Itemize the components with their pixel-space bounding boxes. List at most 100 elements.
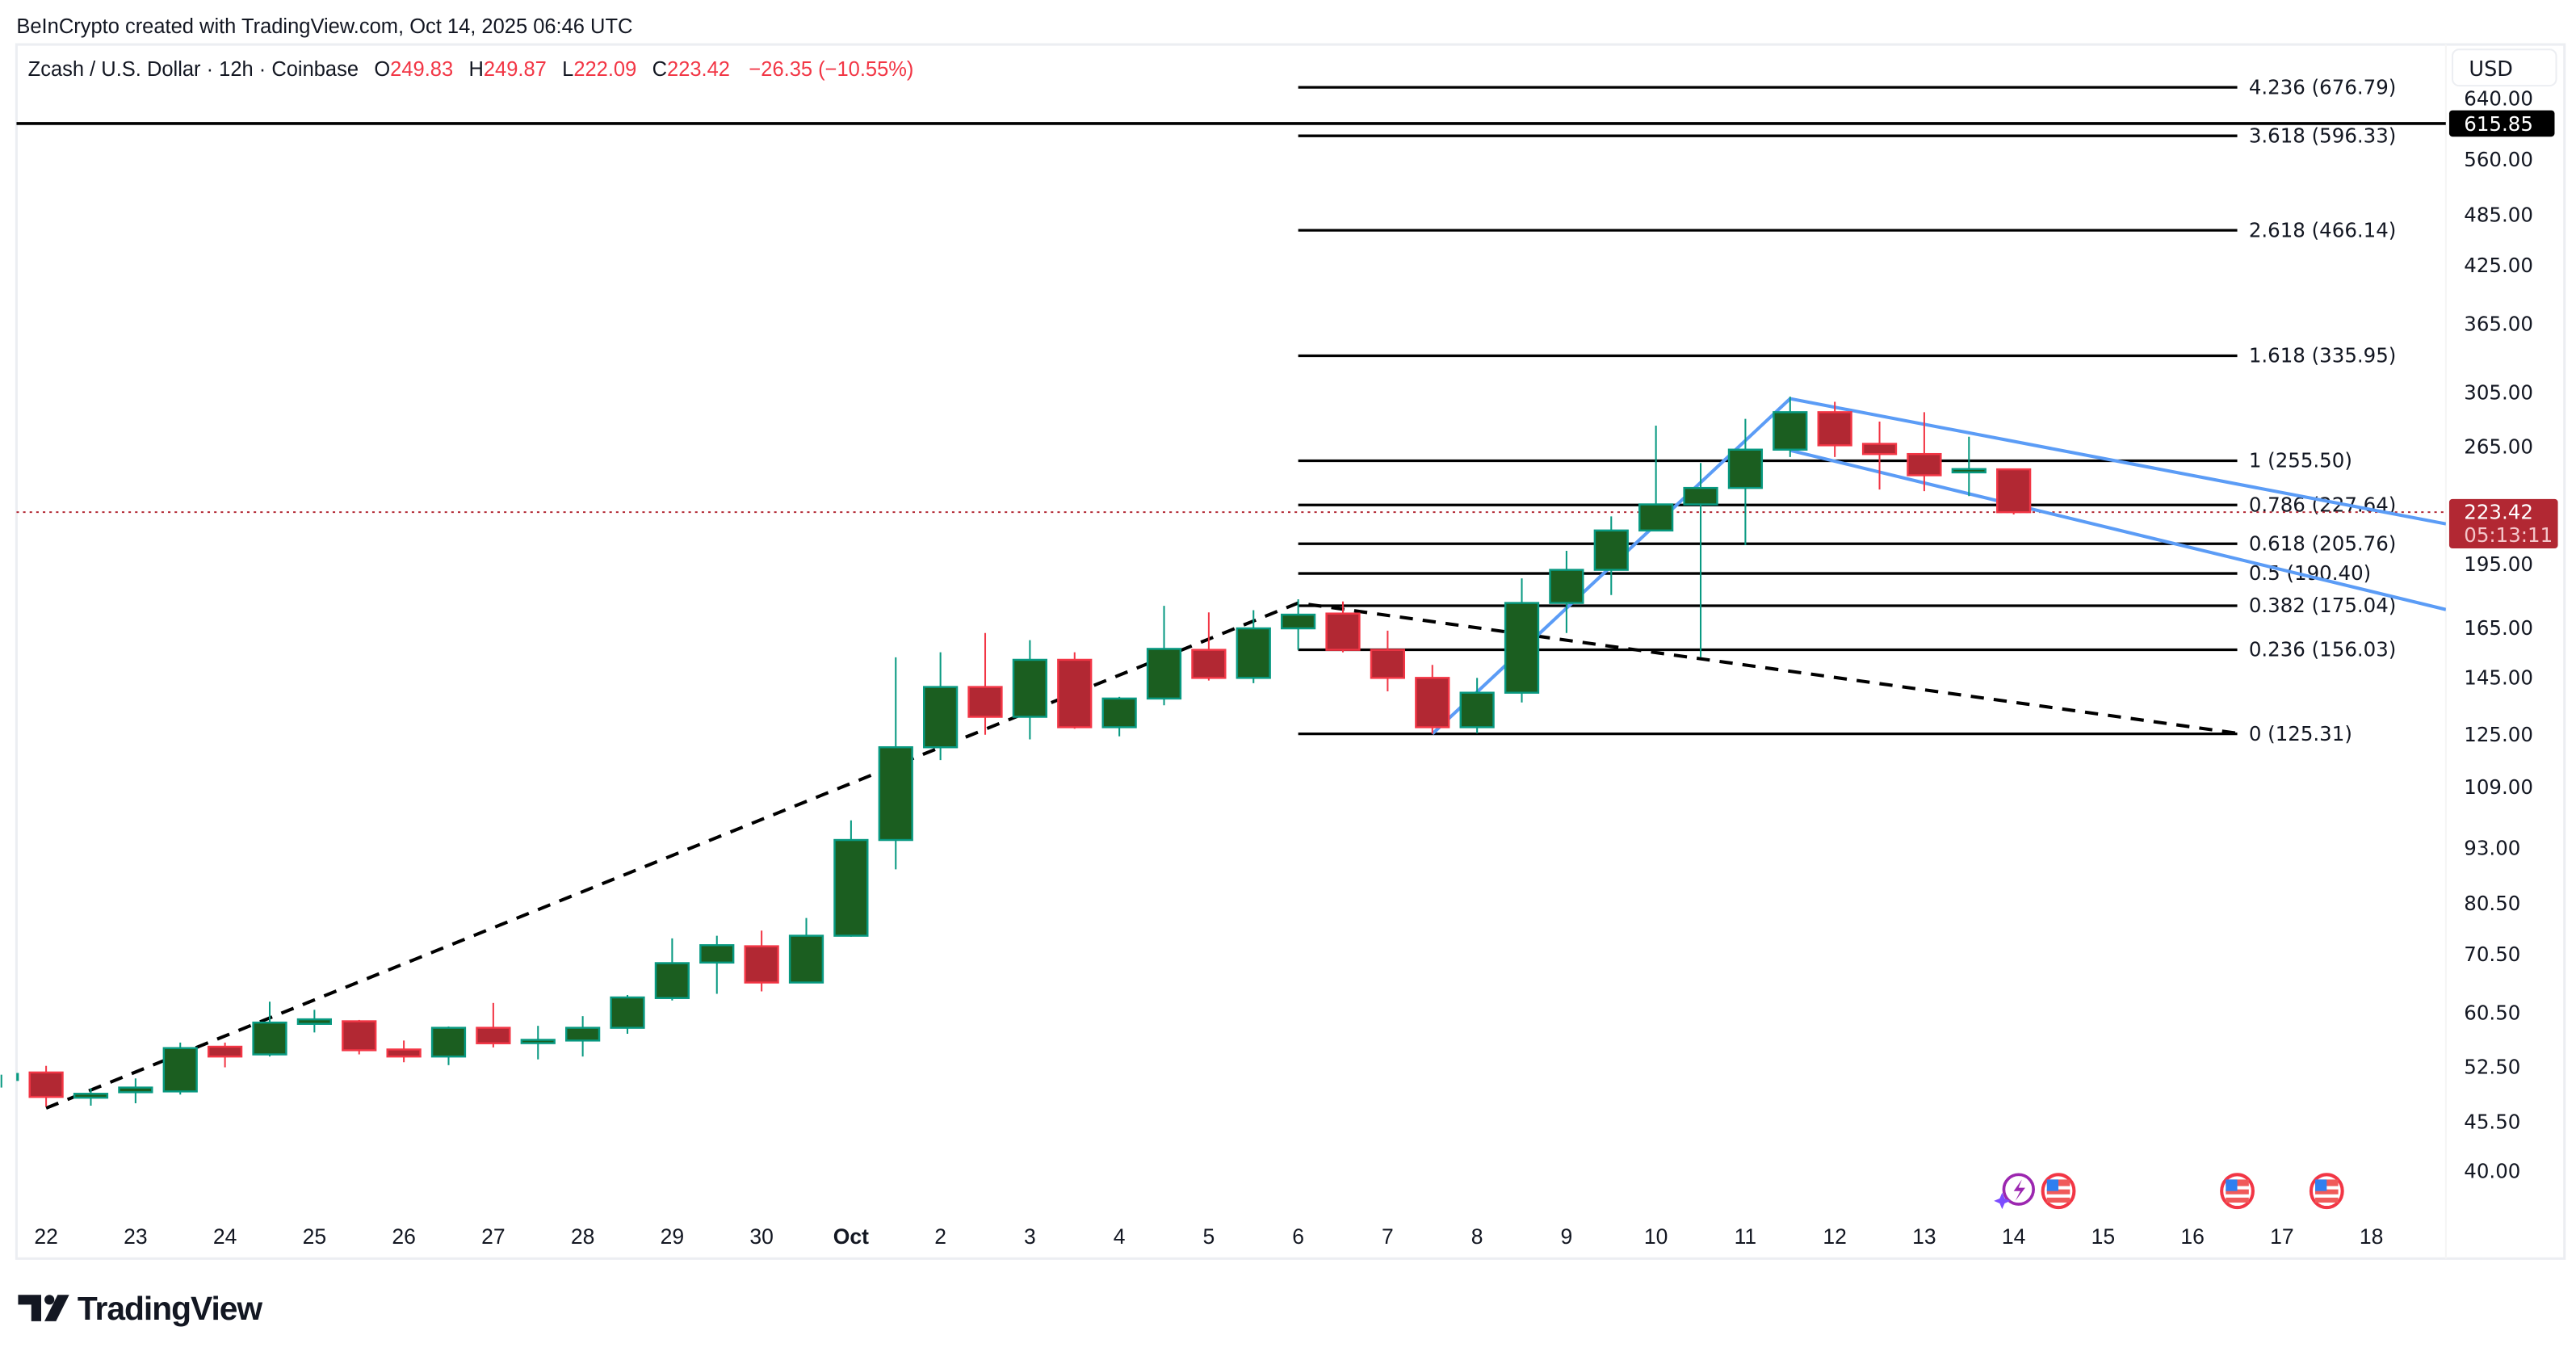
candle-bullish: [1951, 436, 1987, 497]
candle-body: [878, 745, 913, 842]
candle-body: [1101, 697, 1137, 728]
candle-bearish: [1861, 421, 1898, 490]
candle-bullish: [252, 1001, 287, 1057]
flag-stripe: [2046, 1197, 2070, 1203]
tradingview-logo[interactable]: TradingView: [18, 1290, 263, 1327]
time-tick-label: 28: [571, 1224, 594, 1249]
time-tick-label: 18: [2360, 1224, 2383, 1249]
svg-text:Zcash / U.S. Dollar · 12h · Co: Zcash / U.S. Dollar · 12h · Coinbase O24…: [28, 58, 914, 81]
time-tick-label: 29: [661, 1224, 684, 1249]
candle-body: [430, 1027, 467, 1058]
time-tick-label: Oct: [833, 1224, 869, 1249]
candle-body: [923, 686, 959, 749]
tradingview-logo-icon: [18, 1295, 69, 1321]
close-label: C: [652, 58, 667, 81]
candle-body: [699, 944, 735, 964]
horizontal-line-price: 615.85: [2464, 112, 2533, 136]
candle-bullish: [923, 652, 959, 761]
candle-body: [162, 1047, 198, 1093]
candle-bullish: [430, 1026, 467, 1065]
flag-canton: [2315, 1179, 2327, 1191]
time-axis[interactable]: 22 23 24 25 26 27 28 29 30 Oct 2 3 4 5 6 7 8 9 10 11 12 13 14 1…: [34, 1224, 2383, 1249]
time-tick-label: 3: [1024, 1224, 1036, 1249]
candle-body: [1459, 691, 1495, 728]
candle-bearish: [1325, 601, 1361, 653]
candle-body: [654, 962, 690, 999]
us-flag-icon[interactable]: [2220, 1173, 2255, 1210]
earnings-lightning-icon[interactable]: [1994, 1173, 2035, 1210]
candle-body: [1727, 448, 1764, 489]
candle-bullish: [1236, 610, 1271, 683]
candle-bearish: [207, 1042, 243, 1068]
price-tick-label: 60.50: [2464, 1001, 2520, 1024]
candle-body: [28, 1071, 64, 1098]
fib-level-label: 0.382 (175.04): [2249, 594, 2397, 617]
candle-body: [207, 1045, 243, 1058]
price-tick-label: 40.00: [2464, 1160, 2520, 1183]
candle-bullish: [565, 1016, 601, 1057]
candle-bearish: [967, 632, 1003, 735]
candle-body: [1057, 658, 1093, 728]
us-flag-icon[interactable]: [2309, 1173, 2344, 1210]
candle-bullish: [520, 1026, 556, 1060]
channel-trendline[interactable]: [1789, 448, 2446, 611]
sparkle-glyph: [1994, 1192, 2011, 1210]
price-tick-label: 640.00: [2464, 86, 2533, 110]
candle-bullish: [788, 917, 824, 984]
time-tick-label: 27: [481, 1224, 505, 1249]
price-axis[interactable]: 640.00 560.00 485.00 425.00 365.00 305.00 265.…: [2464, 86, 2533, 1182]
price-tick-label: 93.00: [2464, 836, 2520, 859]
time-tick-label: 23: [124, 1224, 147, 1249]
candle-body: [1996, 468, 2032, 514]
price-tick-label: 145.00: [2464, 666, 2533, 689]
candle-body: [1370, 649, 1406, 679]
candle-bullish: [1593, 516, 1629, 595]
price-tick-label: 560.00: [2464, 148, 2533, 171]
candle-body: [610, 996, 645, 1029]
horizontal-line-price-label: 615.85: [2448, 110, 2555, 137]
event-ring: [2002, 1173, 2035, 1206]
price-tick-label: 52.50: [2464, 1056, 2520, 1079]
candle-body: [476, 1027, 511, 1044]
candle-bearish: [1415, 665, 1450, 734]
candle-bearish: [744, 930, 779, 992]
candle-body: [1907, 452, 1942, 477]
candle-bullish: [0, 1073, 19, 1088]
fib-level-label: 1.618 (335.95): [2249, 344, 2397, 367]
fibonacci-extension[interactable]: 4.236 (676.79) 3.618 (596.33) 2.618 (466.1…: [1298, 75, 2397, 745]
price-tick-label: 195.00: [2464, 552, 2533, 576]
chart-pane[interactable]: 4.236 (676.79) 3.618 (596.33) 2.618 (466.1…: [0, 75, 2446, 1210]
flag-stripe: [2226, 1189, 2249, 1195]
candle-bullish: [1773, 397, 1808, 457]
tradingview-logo-text: TradingView: [78, 1290, 263, 1327]
last-price-label: 223.42 05:13:11: [2448, 498, 2558, 549]
us-flag-icon[interactable]: [2041, 1173, 2076, 1210]
time-tick-label: 8: [1471, 1224, 1483, 1249]
candle-body: [565, 1027, 601, 1042]
time-tick-label: 24: [213, 1224, 237, 1249]
candle-bullish: [1683, 463, 1718, 657]
currency-button[interactable]: USD: [2452, 48, 2557, 87]
channel-trendline[interactable]: [1789, 397, 2446, 526]
price-tick-label: 109.00: [2464, 775, 2533, 799]
currency-label: USD: [2469, 57, 2512, 82]
candle-bearish: [342, 1019, 377, 1055]
candle-bearish: [1817, 401, 1852, 457]
fib-level-label: 2.618 (466.14): [2249, 218, 2397, 241]
bar-countdown: 05:13:11: [2464, 523, 2553, 547]
time-tick-label: 5: [1203, 1224, 1215, 1249]
candle-bearish: [1057, 652, 1093, 729]
candle-body: [520, 1039, 556, 1044]
candle-body: [296, 1018, 332, 1025]
candles: [0, 397, 2032, 1107]
symbol-title[interactable]: Zcash / U.S. Dollar · 12h · Coinbase: [28, 58, 359, 81]
candle-body: [967, 686, 1003, 718]
candle-bearish: [1370, 630, 1406, 691]
price-tick-label: 485.00: [2464, 203, 2533, 226]
price-tick-label: 425.00: [2464, 254, 2533, 277]
candle-bullish: [1146, 606, 1182, 706]
candle-body: [118, 1086, 153, 1094]
candle-body: [1861, 443, 1898, 456]
lightning-glyph: [2013, 1179, 2025, 1201]
flag-canton: [2046, 1179, 2059, 1191]
